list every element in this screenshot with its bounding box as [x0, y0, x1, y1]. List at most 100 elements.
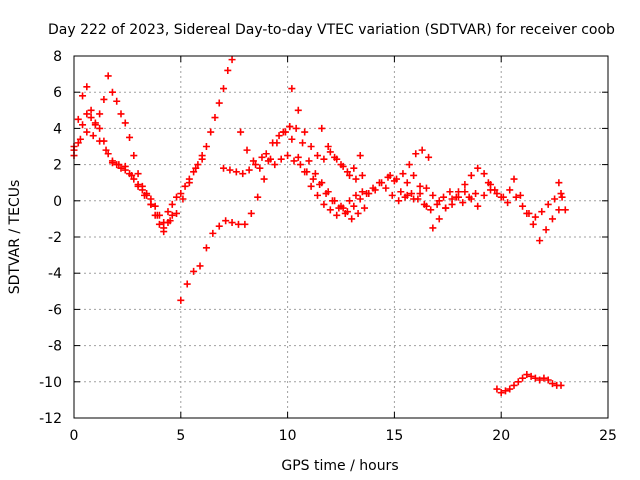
data-point [207, 128, 215, 136]
data-point [348, 215, 356, 223]
data-point [561, 206, 569, 214]
data-point [177, 296, 185, 304]
data-point [324, 188, 332, 196]
data-point [416, 190, 424, 198]
data-point [318, 179, 326, 187]
data-point [239, 170, 247, 178]
data-point [91, 121, 99, 129]
data-point [422, 202, 430, 210]
data-point [416, 182, 424, 190]
data-point [375, 179, 383, 187]
data-point [425, 153, 433, 161]
data-point [215, 99, 223, 107]
data-point [397, 188, 405, 196]
data-point [331, 197, 339, 205]
data-point [467, 171, 475, 179]
data-point [260, 175, 268, 183]
data-point [299, 139, 307, 147]
data-point [166, 217, 174, 225]
series-trace-i [318, 124, 364, 176]
data-point [506, 186, 514, 194]
data-point [433, 200, 441, 208]
data-point [277, 155, 285, 163]
data-point [83, 128, 91, 136]
data-point [256, 164, 264, 172]
data-point [551, 195, 559, 203]
data-point [369, 184, 377, 192]
data-point [516, 191, 524, 199]
data-point [309, 175, 317, 183]
data-point [540, 374, 548, 382]
data-point [538, 208, 546, 216]
data-point [429, 224, 437, 232]
data-point [343, 168, 351, 176]
series-trace-j [386, 146, 433, 183]
data-point [305, 157, 313, 165]
data-point [102, 146, 110, 154]
data-point [249, 157, 257, 165]
data-point [480, 170, 488, 178]
data-point [220, 164, 228, 172]
data-point [74, 139, 82, 147]
data-point [96, 124, 104, 132]
data-point [117, 110, 125, 118]
data-point [358, 188, 366, 196]
data-point [179, 195, 187, 203]
data-point [410, 171, 418, 179]
data-point [346, 171, 354, 179]
data-point [121, 162, 129, 170]
y-tick-label: -10 [39, 375, 62, 391]
data-point [346, 197, 354, 205]
y-axis-label: SDTVAR / TECUs [7, 180, 23, 295]
data-point [79, 92, 87, 100]
data-point [484, 179, 492, 187]
grid [74, 56, 608, 418]
x-tick-label: 0 [70, 428, 79, 444]
data-point [435, 197, 443, 205]
data-point [130, 175, 138, 183]
y-tick-label: -8 [48, 339, 62, 355]
data-point [493, 190, 501, 198]
data-point [548, 215, 556, 223]
data-point [343, 208, 351, 216]
data-point [510, 175, 518, 183]
data-point [536, 237, 544, 245]
data-point [226, 166, 234, 174]
data-point [510, 381, 518, 389]
data-point [320, 200, 328, 208]
x-tick-label: 5 [176, 428, 185, 444]
series-trace-d [177, 123, 294, 304]
data-point [151, 202, 159, 210]
data-point [177, 190, 185, 198]
data-point [544, 200, 552, 208]
data-point [168, 200, 176, 208]
data-point [331, 153, 339, 161]
data-point [386, 171, 394, 179]
data-point [245, 166, 253, 174]
data-point [427, 206, 435, 214]
data-point [472, 190, 480, 198]
data-point [292, 124, 300, 132]
data-point [358, 171, 366, 179]
data-point [414, 195, 422, 203]
data-point [222, 217, 230, 225]
series-trace-l [484, 175, 563, 245]
y-tick-label: -4 [48, 266, 62, 282]
data-point [87, 114, 95, 122]
x-tick-label: 15 [385, 428, 403, 444]
y-tick-label: 8 [53, 49, 62, 65]
data-point [243, 146, 251, 154]
data-point [209, 229, 217, 237]
data-point [194, 161, 202, 169]
data-point [96, 137, 104, 145]
data-point [354, 209, 362, 217]
series-trace-f [237, 128, 495, 219]
data-point [224, 66, 232, 74]
data-point [202, 244, 210, 252]
data-point [190, 267, 198, 275]
data-point [363, 190, 371, 198]
data-point [294, 153, 302, 161]
data-point [474, 164, 482, 172]
data-point [557, 190, 565, 198]
data-point [506, 385, 514, 393]
